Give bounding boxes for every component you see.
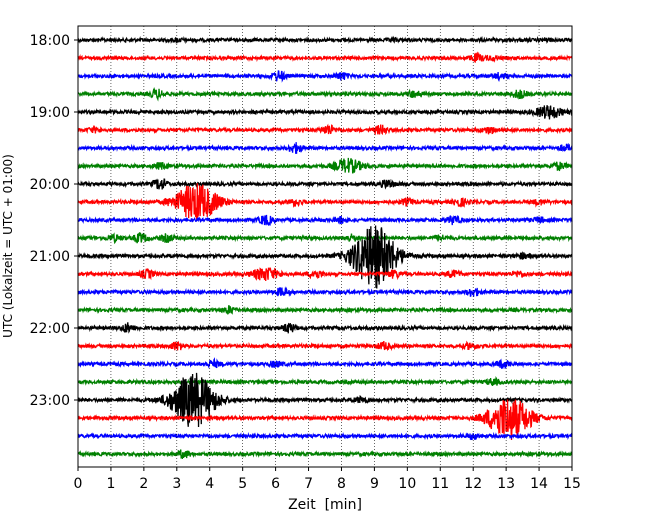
- x-tick-label-2: 2: [139, 476, 148, 492]
- trace-2145: [77, 304, 573, 315]
- trace-1845: [77, 86, 573, 102]
- x-tick-label-12: 12: [464, 476, 482, 492]
- y-tick-label-2000: 20:00: [30, 177, 70, 193]
- y-tick-label-1900: 19:00: [30, 105, 70, 121]
- traces-layer: [77, 35, 573, 459]
- trace-2115: [77, 266, 573, 282]
- trace-1830: [77, 70, 573, 83]
- x-tick-label-13: 13: [497, 476, 515, 492]
- trace-2345: [77, 449, 573, 459]
- trace-2130: [77, 286, 573, 298]
- y-ticks: 18:00 19:00 20:00 21:00 22:00 23:00: [30, 33, 78, 409]
- trace-2030: [77, 214, 573, 226]
- x-tick-label-15: 15: [563, 476, 581, 492]
- y-tick-label-1800: 18:00: [30, 33, 70, 49]
- trace-1900: [77, 105, 573, 120]
- x-tick-label-0: 0: [74, 476, 83, 492]
- trace-1930: [77, 142, 573, 154]
- trace-2330: [77, 431, 573, 441]
- x-tick-label-10: 10: [398, 476, 416, 492]
- x-tick-label-7: 7: [304, 476, 313, 492]
- trace-1915: [77, 123, 573, 136]
- x-tick-label-14: 14: [530, 476, 548, 492]
- x-ticks: 0 1 2 3 4 5 6 7 8 9 10 11 12 13 14 15: [74, 467, 581, 492]
- trace-1800: [77, 35, 573, 45]
- x-tick-label-11: 11: [431, 476, 449, 492]
- y-tick-label-2100: 21:00: [30, 249, 70, 265]
- trace-2315: [77, 399, 573, 440]
- x-tick-label-1: 1: [106, 476, 115, 492]
- trace-2045: [77, 232, 573, 245]
- x-tick-label-6: 6: [271, 476, 280, 492]
- x-axis-label: Zeit [min]: [288, 497, 362, 513]
- x-tick-label-8: 8: [337, 476, 346, 492]
- trace-2200: [77, 322, 573, 334]
- x-tick-label-3: 3: [172, 476, 181, 492]
- trace-2300: [77, 372, 573, 427]
- x-tick-label-9: 9: [370, 476, 379, 492]
- x-tick-label-5: 5: [238, 476, 247, 492]
- trace-2245: [77, 376, 573, 387]
- trace-1815: [77, 51, 573, 63]
- trace-2230: [77, 357, 573, 369]
- y-tick-label-2200: 22:00: [30, 321, 70, 337]
- trace-2100: [77, 225, 573, 289]
- trace-1945: [77, 157, 573, 174]
- y-tick-label-2300: 23:00: [30, 393, 70, 409]
- x-tick-label-4: 4: [205, 476, 214, 492]
- trace-2000: [77, 178, 573, 190]
- trace-2015: [77, 183, 573, 220]
- plot-frame: [77, 25, 573, 468]
- y-axis-label: UTC (Lokalzeit = UTC + 01:00): [1, 154, 15, 338]
- trace-2215: [77, 340, 573, 352]
